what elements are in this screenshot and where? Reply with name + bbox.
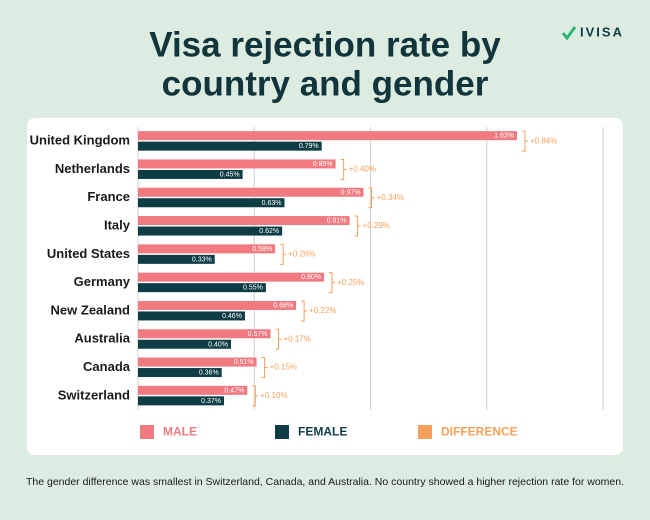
female-bar [138, 169, 243, 179]
legend-label: MALE [163, 425, 197, 439]
difference-label: +0.40% [349, 165, 376, 174]
female-bar [138, 141, 322, 151]
chart-title: Visa rejection rate by [149, 25, 501, 64]
legend-label: DIFFERENCE [441, 425, 518, 439]
female-value-label: 0.46% [222, 313, 242, 320]
legend-swatch [140, 425, 154, 439]
category-label: Canada [83, 359, 131, 374]
female-value-label: 0.62% [259, 228, 279, 235]
male-value-label: 0.57% [248, 331, 268, 338]
difference-label: +0.22% [309, 306, 336, 315]
female-value-label: 0.63% [262, 200, 282, 207]
female-value-label: 0.45% [220, 171, 240, 178]
male-bar [138, 131, 517, 141]
male-bar [138, 159, 336, 169]
difference-label: +0.15% [270, 363, 297, 372]
legend-swatch [275, 425, 289, 439]
female-value-label: 0.36% [199, 370, 219, 377]
brand-icon [561, 26, 577, 41]
chart-title: country and gender [162, 64, 489, 103]
male-value-label: 0.91% [327, 218, 347, 225]
male-bar [138, 329, 271, 339]
difference-label: +0.84% [530, 136, 557, 145]
male-bar [138, 385, 248, 395]
category-label: Italy [104, 217, 131, 232]
male-bar [138, 300, 297, 310]
difference-label: +0.25% [337, 278, 364, 287]
difference-bracket [368, 187, 375, 209]
female-value-label: 0.55% [243, 285, 263, 292]
footnote: The gender difference was smallest in Sw… [26, 476, 624, 488]
brand: IVISA [580, 24, 624, 39]
difference-bracket [275, 328, 282, 350]
category-label: Germany [74, 274, 131, 289]
female-bar [138, 226, 283, 236]
female-bar [138, 339, 231, 349]
difference-bracket [280, 243, 287, 265]
female-value-label: 0.40% [208, 341, 228, 348]
male-value-label: 0.59% [252, 246, 272, 253]
category-label: United States [47, 246, 130, 261]
male-value-label: 0.51% [234, 359, 254, 366]
male-value-label: 0.47% [224, 387, 244, 394]
male-value-label: 0.68% [273, 302, 293, 309]
difference-label: +0.10% [260, 391, 287, 400]
difference-bracket [354, 215, 361, 237]
female-bar [138, 198, 285, 208]
legend-swatch [418, 425, 432, 439]
female-bar [138, 283, 266, 293]
male-value-label: 0.97% [341, 189, 361, 196]
female-bar [138, 311, 245, 321]
female-bar [138, 254, 215, 264]
male-value-label: 0.80% [301, 274, 321, 281]
difference-bracket [261, 357, 268, 379]
male-value-label: 0.85% [313, 161, 333, 168]
female-bar [138, 368, 222, 378]
difference-bracket [329, 272, 335, 294]
male-value-label: 1.63% [494, 133, 514, 140]
female-value-label: 0.79% [299, 143, 319, 150]
male-bar [138, 357, 257, 367]
category-label: Netherlands [55, 161, 130, 176]
male-bar [138, 272, 324, 282]
male-bar [138, 187, 364, 197]
difference-bracket [252, 385, 259, 407]
difference-bracket [340, 158, 347, 180]
category-label: United Kingdom [30, 133, 130, 148]
difference-label: +0.17% [284, 334, 311, 343]
difference-label: +0.34% [377, 193, 404, 202]
category-label: Switzerland [58, 387, 130, 402]
female-value-label: 0.37% [201, 398, 221, 405]
male-bar [138, 216, 350, 226]
category-label: New Zealand [51, 302, 131, 317]
category-label: France [87, 189, 130, 204]
category-label: Australia [74, 331, 130, 346]
difference-bracket [301, 300, 308, 322]
female-value-label: 0.33% [192, 256, 212, 263]
difference-label: +0.26% [288, 249, 315, 258]
difference-label: +0.29% [363, 221, 390, 230]
female-bar [138, 396, 225, 406]
legend-label: FEMALE [298, 425, 347, 439]
male-bar [138, 244, 276, 254]
difference-bracket [521, 130, 528, 152]
